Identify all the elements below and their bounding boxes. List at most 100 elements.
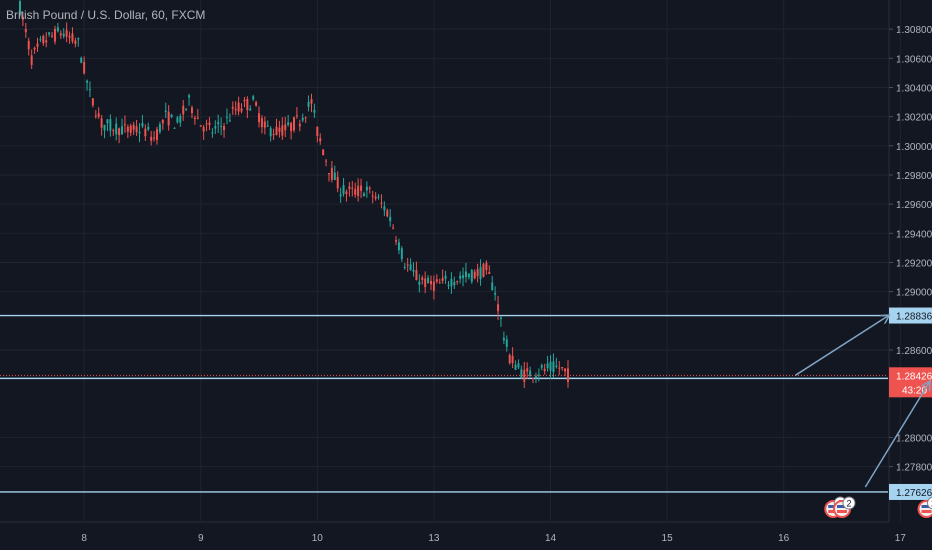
- candle-body: [432, 281, 435, 291]
- candle-body: [397, 242, 400, 251]
- y-tick-label: 1.30400: [896, 83, 932, 94]
- candle-body: [126, 126, 129, 132]
- candles: [19, 0, 569, 389]
- candle-body: [179, 115, 182, 123]
- candle-body: [42, 35, 45, 44]
- candle-body: [170, 114, 173, 118]
- candle-body: [33, 47, 36, 50]
- candle-body: [377, 196, 380, 198]
- candle-body: [97, 113, 100, 117]
- candle-body: [182, 105, 185, 115]
- candle-body: [389, 216, 392, 222]
- candle-body: [263, 121, 266, 128]
- event-count-badge: [842, 496, 856, 510]
- candle-body: [339, 194, 342, 197]
- candle-body: [138, 131, 141, 134]
- candle-body: [62, 33, 65, 37]
- countdown-label: 43:20: [902, 385, 927, 396]
- candle-body: [21, 16, 24, 20]
- candle-body: [336, 176, 339, 189]
- candle-body: [205, 123, 208, 125]
- candle-body: [86, 80, 89, 83]
- candle-body: [176, 117, 179, 123]
- candle-body: [240, 108, 243, 112]
- candle-body: [304, 117, 307, 119]
- event-count-label: 2: [846, 499, 851, 509]
- y-tick-label: 1.29200: [896, 258, 932, 269]
- y-tick-label: 1.30000: [896, 142, 932, 153]
- candle-body: [558, 367, 561, 369]
- x-tick-label: 14: [545, 533, 557, 544]
- candle-body: [65, 30, 68, 37]
- candle-body: [491, 282, 494, 291]
- y-tick-label: 1.29400: [896, 229, 932, 240]
- candle-body: [53, 29, 56, 42]
- candle-body: [386, 210, 389, 217]
- candle-body: [517, 363, 520, 368]
- candle-body: [109, 119, 112, 131]
- candle-body: [202, 127, 205, 132]
- candle-body: [371, 195, 374, 197]
- candle-body: [462, 275, 465, 279]
- candle-body: [83, 61, 86, 74]
- candle-body: [91, 98, 94, 106]
- candle-body: [427, 277, 430, 284]
- candle-body: [45, 40, 48, 43]
- candle-body: [424, 278, 427, 288]
- candle-body: [561, 367, 564, 369]
- candle-body: [537, 374, 540, 376]
- candle-body: [354, 188, 357, 195]
- candle-body: [255, 102, 258, 106]
- candle-body: [135, 126, 138, 133]
- candle-body: [362, 193, 365, 197]
- flag-stripe: [837, 510, 847, 513]
- candle-body: [112, 130, 115, 132]
- y-tick-label: 1.30800: [896, 25, 932, 36]
- level-tag-label: 1.27626: [896, 488, 932, 499]
- event-marker: 2: [833, 496, 856, 518]
- candle-body: [208, 122, 211, 125]
- candle-body: [153, 137, 156, 139]
- level-tag: [889, 307, 932, 324]
- candle-body: [77, 38, 80, 40]
- candle-body: [121, 126, 124, 135]
- candle-body: [540, 365, 543, 368]
- candle-body: [342, 185, 345, 194]
- candle-body: [287, 122, 290, 125]
- candle-body: [447, 284, 450, 286]
- projection-arrow: [794, 316, 888, 376]
- candle-body: [223, 125, 226, 131]
- candle-body: [129, 125, 132, 133]
- y-tick-label: 1.29000: [896, 288, 932, 299]
- candle-body: [409, 264, 412, 270]
- candle-body: [479, 267, 482, 280]
- candle-body: [325, 160, 328, 162]
- y-tick-label: 1.30600: [896, 54, 932, 65]
- candle-body: [150, 136, 153, 141]
- candle-body: [269, 128, 272, 137]
- x-tick-label: 10: [312, 533, 324, 544]
- candle-body: [511, 355, 514, 364]
- y-tick-label: 1.27800: [896, 463, 932, 474]
- candle-body: [374, 196, 377, 199]
- candle-body: [549, 361, 552, 371]
- candle-body: [505, 339, 508, 347]
- x-tick-label: 13: [428, 533, 440, 544]
- event-count-badge: [927, 496, 932, 510]
- candle-body: [368, 187, 371, 189]
- candle-body: [123, 124, 126, 126]
- candle-body: [284, 124, 287, 131]
- candle-body: [36, 43, 39, 47]
- candle-body: [523, 369, 526, 382]
- candle-body: [403, 266, 406, 268]
- candle-body: [94, 115, 97, 117]
- candle-body: [260, 118, 263, 128]
- candle-body: [313, 109, 316, 113]
- candle-body: [196, 117, 199, 119]
- candle-body: [488, 272, 491, 274]
- candle-body: [295, 115, 298, 117]
- candle-body: [278, 127, 281, 132]
- candle-body: [39, 39, 42, 41]
- candle-body: [453, 281, 456, 286]
